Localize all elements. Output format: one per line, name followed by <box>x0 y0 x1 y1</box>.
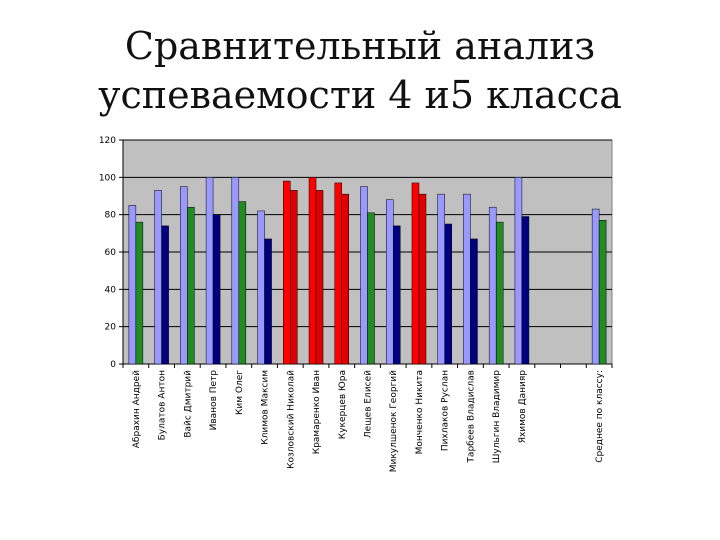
bar-series-b <box>367 212 375 365</box>
slide-title-line-2: успеваемости 4 и5 класса <box>98 73 622 117</box>
category-label: Абрахин Андрей <box>132 370 142 448</box>
category-label: Тарбеев Владислав <box>466 370 476 464</box>
bar-series-b <box>470 238 478 365</box>
bar-series-a <box>128 205 137 365</box>
bar-series-b <box>521 216 530 365</box>
bar-series-a <box>514 177 523 365</box>
bar-series-a <box>308 177 317 365</box>
bar-series-a <box>437 193 445 365</box>
category-label: Козловский Николай <box>286 370 296 469</box>
y-tick-label: 60 <box>105 248 117 258</box>
y-tick-label: 80 <box>105 211 117 221</box>
bar-series-a <box>257 210 265 365</box>
bar-series-b <box>135 221 144 365</box>
bar-series-b <box>161 225 169 365</box>
bar-series-b <box>187 206 195 365</box>
category-label: Иванов Петр <box>209 370 219 431</box>
category-label: Монченко Никита <box>415 370 425 454</box>
category-label: Шульгин Владимир <box>492 370 502 463</box>
bar-series-a <box>488 206 497 365</box>
bar-series-a <box>283 180 291 365</box>
category-label: Микулшенок Георгий <box>389 370 399 472</box>
bars <box>128 177 607 365</box>
bar-series-a <box>385 199 394 365</box>
bar-series-b <box>341 193 350 365</box>
category-label: Лещев Елисей <box>364 370 374 438</box>
category-label: Среднее по классу: <box>595 370 605 463</box>
bar-series-b <box>290 190 298 365</box>
bar-series-b <box>444 223 452 365</box>
bar-series-b <box>495 221 504 365</box>
category-label: Климов Максим <box>261 370 271 445</box>
category-labels: Абрахин Андрей Булатов Антон Вайс Дмитрий И… <box>132 370 605 473</box>
bar-series-b <box>315 190 324 365</box>
category-label: Кукерцев Юра <box>338 370 348 439</box>
bar-series-a <box>360 186 368 365</box>
bar-series-a <box>205 177 214 365</box>
slide-title: Сравнительный анализ успеваемости 4 и5 к… <box>0 22 720 120</box>
category-label: Пихлаков Руслан <box>441 370 451 451</box>
bar-series-b <box>238 201 247 365</box>
y-tick-label: 100 <box>99 173 116 183</box>
y-tick-label: 0 <box>110 360 116 370</box>
bar-series-a <box>180 186 188 365</box>
bar-series-b <box>418 193 427 365</box>
bar-series-b <box>392 225 401 365</box>
category-label: Крамаренко Иван <box>312 370 322 454</box>
bar-series-b <box>598 220 607 365</box>
bar-series-a <box>154 190 162 365</box>
bar-series-a <box>591 208 600 365</box>
bar-series-a <box>463 193 471 365</box>
category-label: Вайс Дмитрий <box>183 370 193 438</box>
y-tick-label: 40 <box>105 285 117 295</box>
category-label: Ким Олег <box>235 370 245 415</box>
bar-series-b <box>264 238 272 365</box>
bar-series-a <box>411 182 420 365</box>
category-label: Булатов Антон <box>158 370 168 440</box>
bar-series-b <box>212 214 221 365</box>
y-tick-label: 20 <box>105 323 117 333</box>
category-label: Яхимов Данияр <box>518 370 528 444</box>
slide-title-line-1: Сравнительный анализ <box>124 24 596 68</box>
y-tick-label: 120 <box>99 136 116 146</box>
bar-series-a <box>231 177 240 365</box>
bar-series-a <box>334 182 343 365</box>
